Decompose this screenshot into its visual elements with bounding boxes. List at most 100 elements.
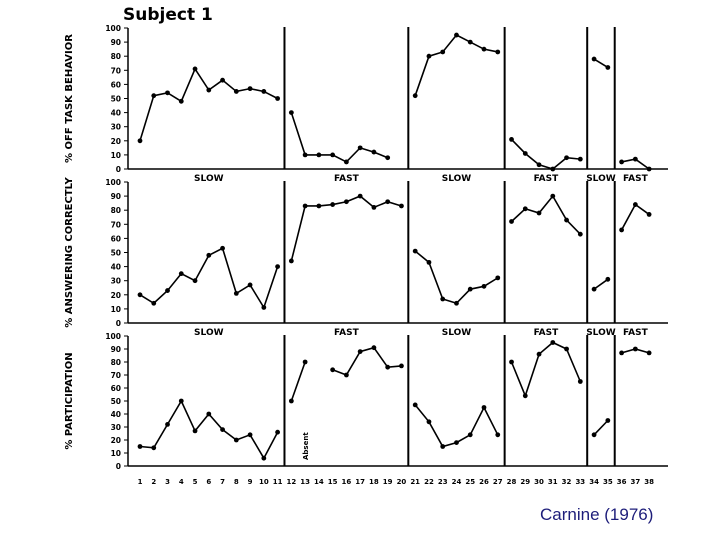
series-line <box>510 138 581 170</box>
data-point <box>247 282 253 288</box>
data-point <box>385 155 391 161</box>
y-tick-label: 10 <box>111 151 121 160</box>
data-point <box>467 39 473 45</box>
data-point <box>632 156 638 162</box>
y-tick-label: 50 <box>111 249 121 258</box>
x-tick-label: 33 <box>575 478 585 486</box>
x-tick-label: 34 <box>589 478 599 486</box>
data-point <box>385 364 391 370</box>
data-point <box>399 203 404 209</box>
data-point <box>454 440 459 445</box>
y-tick-label: 0 <box>116 165 121 174</box>
data-point <box>577 231 583 237</box>
data-point <box>467 286 473 292</box>
series-line <box>510 341 582 399</box>
data-point <box>165 422 170 427</box>
y-tick-label: 20 <box>111 137 121 146</box>
x-tick-label: 11 <box>273 478 283 486</box>
data-point <box>233 89 239 94</box>
series-line <box>332 346 402 376</box>
y-tick-label: 10 <box>111 449 121 458</box>
y-tick-label: 70 <box>111 220 121 229</box>
data-point <box>261 455 267 461</box>
data-point <box>316 152 322 158</box>
data-point <box>371 345 377 351</box>
y-tick-label: 100 <box>105 178 121 187</box>
y-tick-label: 100 <box>105 24 121 33</box>
data-point <box>275 96 280 101</box>
data-point <box>357 349 363 354</box>
data-point <box>344 199 349 205</box>
data-point <box>509 359 514 365</box>
y-tick-label: 80 <box>111 358 121 367</box>
data-point <box>605 276 611 282</box>
data-point <box>330 202 336 207</box>
series-line <box>414 34 498 96</box>
data-point <box>454 300 459 306</box>
y-tick-label: 70 <box>111 66 121 75</box>
data-point <box>426 259 432 265</box>
x-tick-label: 16 <box>342 478 352 486</box>
data-point <box>550 193 556 199</box>
data-point <box>302 152 308 158</box>
x-tick-label: 23 <box>438 478 448 486</box>
data-point <box>536 210 542 216</box>
data-point <box>440 444 446 449</box>
x-tick-label: 7 <box>220 478 225 486</box>
data-point <box>591 286 597 292</box>
series-line <box>139 399 279 460</box>
x-tick-label: 10 <box>259 478 269 486</box>
data-point <box>577 156 583 162</box>
data-point <box>412 93 418 99</box>
series-line <box>290 195 402 262</box>
series-line <box>139 67 278 142</box>
data-point <box>412 402 418 408</box>
data-point <box>399 363 404 369</box>
data-point <box>426 53 432 59</box>
data-point <box>481 405 487 410</box>
data-point <box>261 305 267 310</box>
x-tick-label: 21 <box>410 478 420 486</box>
data-point <box>619 350 624 356</box>
y-tick-label: 90 <box>111 345 121 354</box>
phase-label: FAST <box>534 328 560 338</box>
y-tick-label: 40 <box>111 410 121 419</box>
data-point <box>495 432 501 438</box>
y-tick-label: 30 <box>111 423 121 432</box>
data-point <box>247 432 253 438</box>
data-point <box>151 300 157 306</box>
data-point <box>440 49 446 55</box>
y-tick-label: 40 <box>111 109 121 118</box>
data-point <box>192 66 198 72</box>
data-point <box>275 264 280 269</box>
data-point <box>151 445 157 451</box>
data-point <box>481 46 487 52</box>
y-tick-label: 10 <box>111 305 121 314</box>
x-tick-label: 28 <box>507 478 517 486</box>
data-point <box>550 166 556 172</box>
data-point <box>165 288 170 293</box>
x-tick-label: 17 <box>355 478 365 486</box>
data-point <box>481 283 487 289</box>
data-point <box>233 437 239 443</box>
x-tick-label: 2 <box>151 478 156 486</box>
data-point <box>577 379 583 384</box>
data-point <box>357 145 363 151</box>
data-point <box>646 212 652 217</box>
y-tick-label: 0 <box>116 319 121 328</box>
x-tick-label: 29 <box>520 478 530 486</box>
y-tick-label: 30 <box>111 277 121 286</box>
y-tick-label: 30 <box>111 123 121 132</box>
data-point <box>330 152 336 158</box>
data-point <box>495 275 501 281</box>
data-point <box>632 346 638 352</box>
data-point <box>233 290 239 296</box>
figure-title: Subject 1 <box>123 5 213 25</box>
data-point <box>564 346 569 352</box>
data-point <box>247 86 253 92</box>
phase-label: SLOW <box>442 174 472 184</box>
y-tick-label: 60 <box>111 80 121 89</box>
x-tick-label: 22 <box>424 478 434 486</box>
